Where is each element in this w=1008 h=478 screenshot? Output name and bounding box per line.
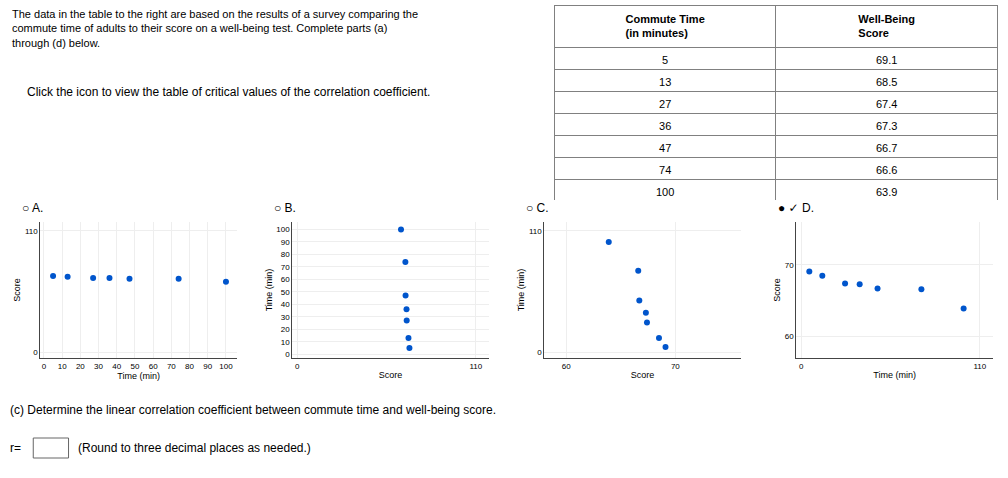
svg-text:Time (min): Time (min) bbox=[117, 371, 160, 381]
svg-text:60: 60 bbox=[281, 275, 290, 284]
svg-text:27: 27 bbox=[659, 98, 671, 110]
svg-text:20: 20 bbox=[281, 325, 290, 334]
svg-text:70: 70 bbox=[785, 261, 794, 270]
svg-text:110: 110 bbox=[973, 362, 986, 371]
svg-text:Score: Score bbox=[379, 370, 403, 380]
svg-text:70: 70 bbox=[671, 362, 680, 371]
svg-text:20: 20 bbox=[76, 362, 85, 371]
svg-text:30: 30 bbox=[94, 362, 103, 371]
svg-text:(Round to three decimal places: (Round to three decimal places as needed… bbox=[78, 441, 311, 455]
svg-text:30: 30 bbox=[281, 313, 290, 322]
svg-text:66.7: 66.7 bbox=[876, 142, 897, 154]
svg-text:60: 60 bbox=[562, 362, 571, 371]
svg-text:Score: Score bbox=[772, 278, 782, 302]
svg-text:Click the icon to view the tab: Click the icon to view the table of crit… bbox=[27, 85, 430, 99]
svg-text:Score: Score bbox=[12, 278, 22, 302]
svg-text:50: 50 bbox=[281, 288, 290, 297]
svg-text:Time (min): Time (min) bbox=[873, 370, 916, 380]
svg-text:80: 80 bbox=[185, 362, 194, 371]
svg-text:○ C.: ○ C. bbox=[526, 201, 549, 215]
svg-text:36: 36 bbox=[659, 120, 671, 132]
svg-text:47: 47 bbox=[659, 142, 671, 154]
svg-text:Commute Time(in minutes): Commute Time(in minutes) bbox=[626, 13, 705, 39]
svg-text:60: 60 bbox=[785, 332, 794, 341]
svg-text:74: 74 bbox=[659, 164, 671, 176]
svg-text:110: 110 bbox=[469, 362, 482, 371]
svg-text:100: 100 bbox=[656, 186, 674, 198]
svg-text:13: 13 bbox=[659, 76, 671, 88]
svg-text:○ B.: ○ B. bbox=[274, 201, 296, 215]
svg-text:90: 90 bbox=[281, 238, 290, 247]
svg-text:● ✓ D.: ● ✓ D. bbox=[778, 201, 814, 215]
svg-text:10: 10 bbox=[281, 338, 290, 347]
svg-text:100: 100 bbox=[219, 362, 233, 371]
svg-text:0: 0 bbox=[285, 350, 290, 359]
svg-text:66.6: 66.6 bbox=[876, 164, 897, 176]
svg-text:(c) Determine the linear corre: (c) Determine the linear correlation coe… bbox=[10, 403, 496, 417]
svg-text:0: 0 bbox=[295, 362, 300, 371]
svg-text:0: 0 bbox=[799, 362, 804, 371]
svg-text:40: 40 bbox=[112, 362, 121, 371]
svg-text:100: 100 bbox=[276, 225, 290, 234]
svg-text:○ A.: ○ A. bbox=[22, 201, 43, 215]
svg-text:110: 110 bbox=[25, 227, 38, 236]
svg-text:Time (min): Time (min) bbox=[516, 269, 526, 312]
svg-text:68.5: 68.5 bbox=[876, 76, 897, 88]
svg-text:Score: Score bbox=[631, 370, 655, 380]
svg-text:80: 80 bbox=[281, 250, 290, 259]
svg-text:Well-BeingScore: Well-BeingScore bbox=[858, 13, 915, 39]
svg-text:0: 0 bbox=[33, 348, 38, 357]
svg-text:67.3: 67.3 bbox=[876, 120, 897, 132]
svg-text:50: 50 bbox=[131, 362, 140, 371]
svg-text:r=: r= bbox=[10, 441, 21, 455]
svg-text:70: 70 bbox=[167, 362, 176, 371]
svg-text:40: 40 bbox=[281, 300, 290, 309]
svg-text:90: 90 bbox=[203, 362, 212, 371]
svg-text:69.1: 69.1 bbox=[876, 54, 897, 66]
svg-text:67.4: 67.4 bbox=[876, 98, 897, 110]
svg-text:110: 110 bbox=[529, 227, 542, 236]
svg-text:60: 60 bbox=[149, 362, 158, 371]
svg-text:0: 0 bbox=[42, 362, 47, 371]
svg-text:10: 10 bbox=[58, 362, 67, 371]
svg-text:The data in the table to the r: The data in the table to the right are b… bbox=[12, 8, 418, 49]
svg-text:70: 70 bbox=[281, 263, 290, 272]
svg-text:Time (min): Time (min) bbox=[264, 269, 274, 312]
svg-text:5: 5 bbox=[662, 54, 668, 66]
svg-text:63.9: 63.9 bbox=[876, 186, 897, 198]
svg-text:0: 0 bbox=[537, 348, 542, 357]
